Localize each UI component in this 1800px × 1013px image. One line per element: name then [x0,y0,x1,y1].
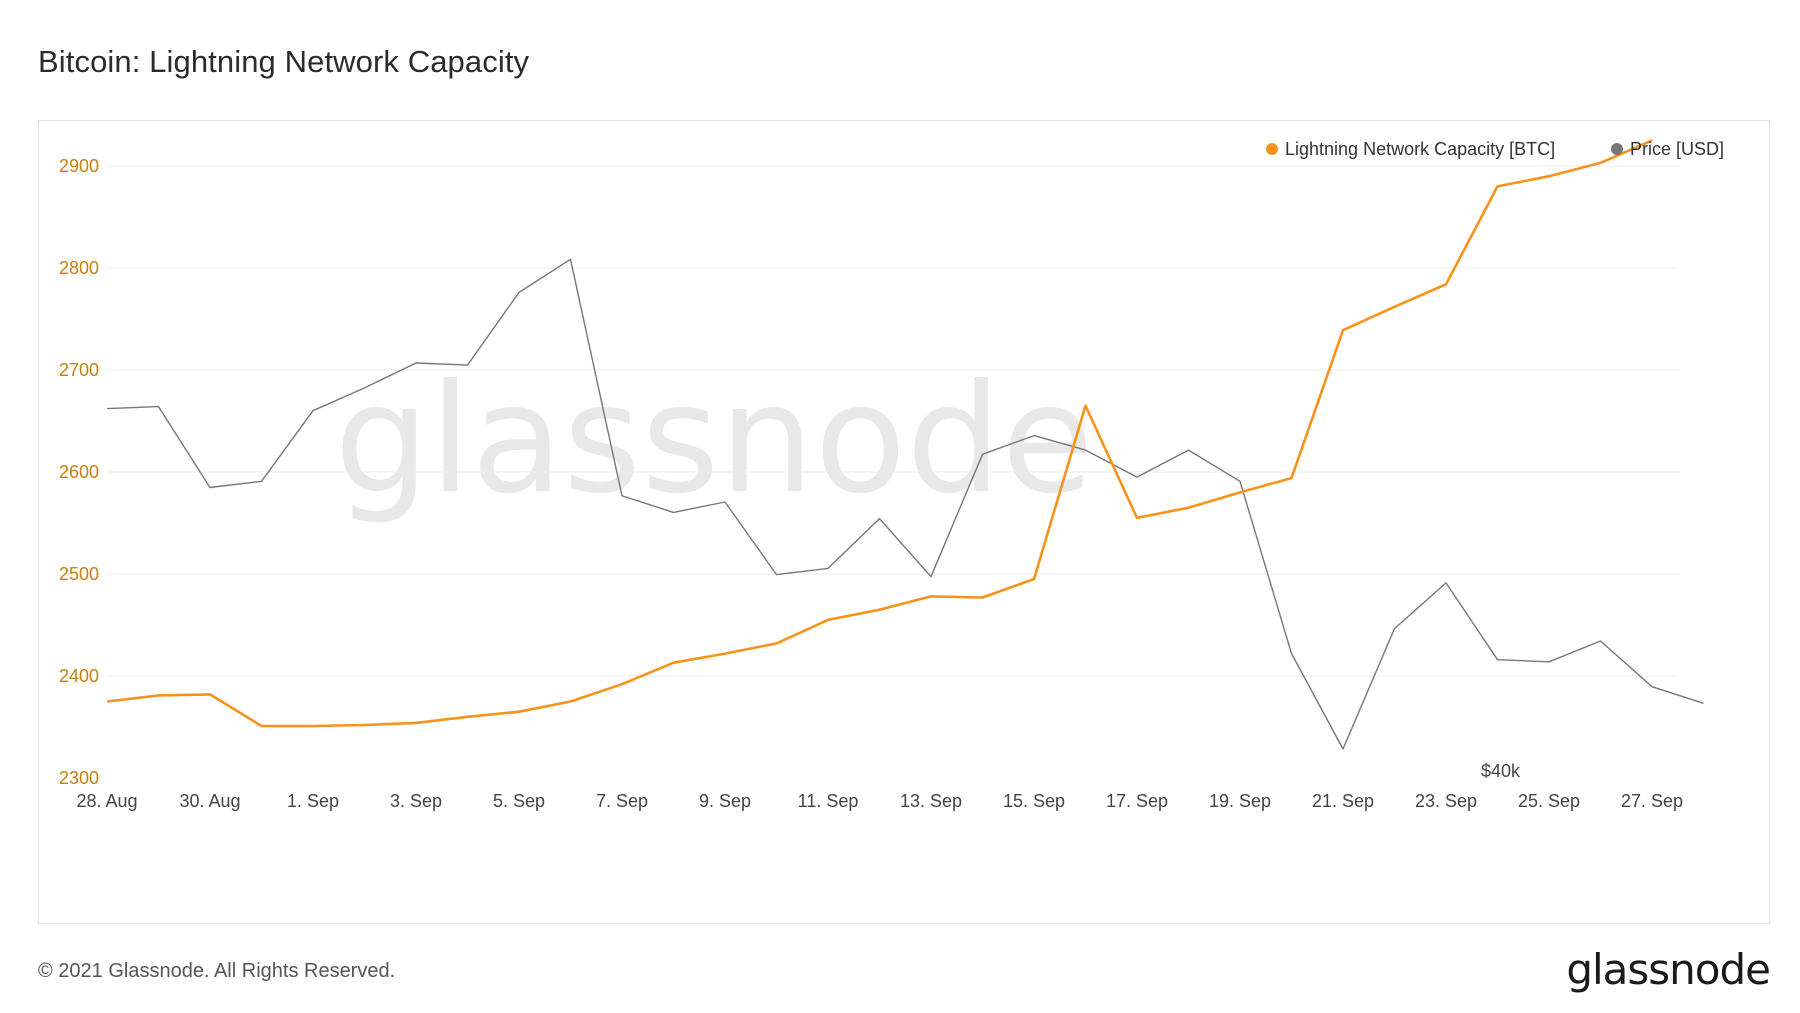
legend-label-price: Price [USD] [1630,139,1724,159]
legend[interactable]: Lightning Network Capacity [BTC] Price [… [1266,139,1724,159]
series-lines [106,139,1704,750]
x-tick-label: 11. Sep [798,791,859,811]
y-tick-label: 2800 [59,258,99,278]
y-tick-label: 2900 [59,156,99,176]
legend-dot-price [1611,143,1623,155]
glassnode-logo[interactable]: glassnode [1566,945,1771,994]
x-tick-label: 7. Sep [596,791,648,811]
watermark: glassnode [334,353,1093,527]
right-axis-label: $40k [1481,761,1521,781]
y-tick-label: 2500 [59,564,99,584]
x-tick-label: 28. Aug [76,791,137,811]
legend-label-capacity: Lightning Network Capacity [BTC] [1285,139,1555,159]
x-tick-label: 13. Sep [900,791,962,811]
x-tick-label: 30. Aug [179,791,240,811]
x-tick-label: 25. Sep [1518,791,1580,811]
y-tick-label: 2700 [59,360,99,380]
x-tick-label: 9. Sep [699,791,751,811]
chart-panel: glassnode 2300 2400 2500 2600 2700 2800 2900 2… [38,120,1770,924]
x-tick-label: 27. Sep [1621,791,1683,811]
y-tick-label: 2300 [59,768,99,788]
x-tick-label: 23. Sep [1415,791,1477,811]
x-axis-ticks: 28. Aug 30. Aug 1. Sep 3. Sep 5. Sep 7. Sep 9.… [76,791,1683,811]
y-tick-label: 2600 [59,462,99,482]
chart-svg: glassnode 2300 2400 2500 2600 2700 2800 2900 2… [59,139,1724,811]
page-title: Bitcoin: Lightning Network Capacity [38,44,530,79]
copyright-text: © 2021 Glassnode. All Rights Reserved. [38,960,396,982]
y-tick-label: 2400 [59,666,99,686]
x-tick-label: 19. Sep [1209,791,1271,811]
price-line [106,258,1704,750]
legend-dot-capacity [1266,143,1278,155]
x-tick-label: 17. Sep [1106,791,1168,811]
gridlines [107,165,1679,677]
x-tick-label: 21. Sep [1312,791,1374,811]
x-tick-label: 5. Sep [493,791,545,811]
x-tick-label: 3. Sep [390,791,442,811]
x-tick-label: 15. Sep [1003,791,1065,811]
x-tick-label: 1. Sep [287,791,339,811]
capacity-line [106,139,1653,728]
y-axis-ticks: 2300 2400 2500 2600 2700 2800 2900 [59,156,99,788]
